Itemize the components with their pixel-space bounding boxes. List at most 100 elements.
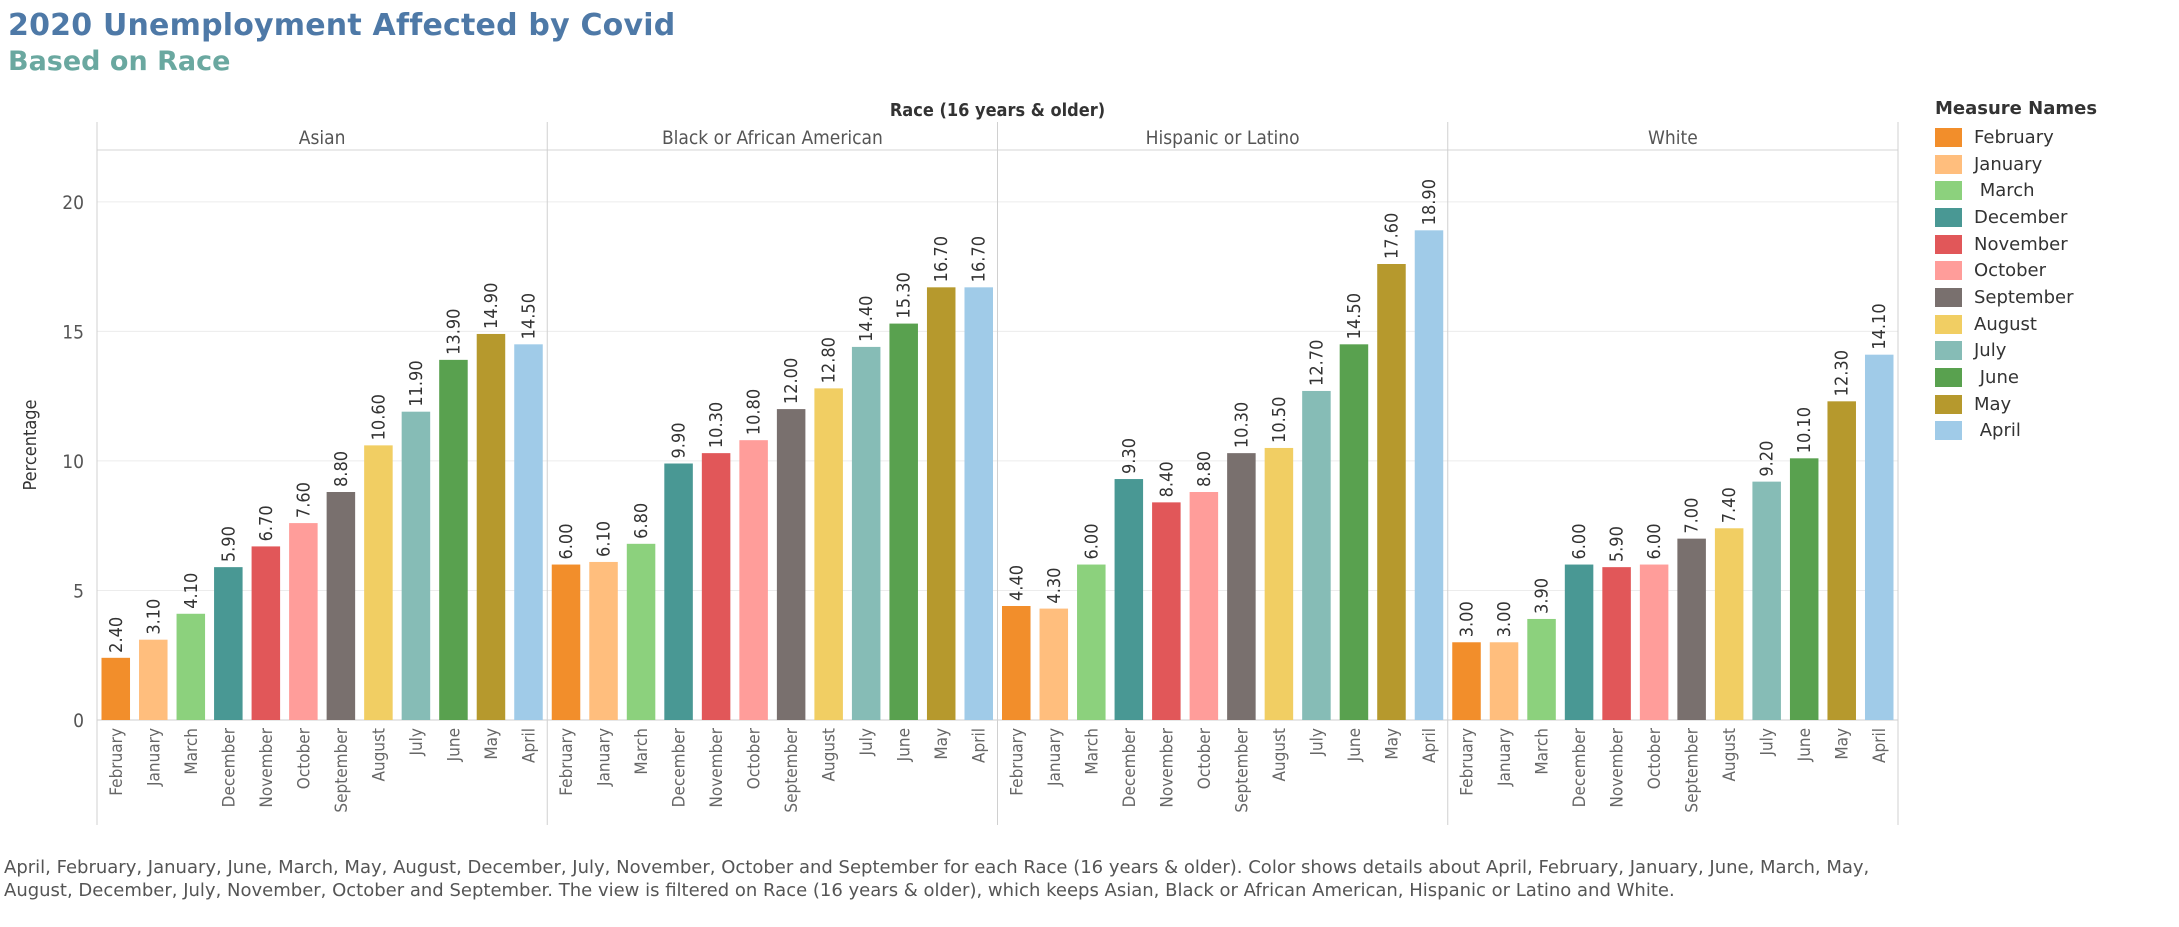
data-label: 4.30 — [1044, 568, 1065, 604]
x-tick-label: October — [745, 727, 765, 789]
bar-chart: Race (16 years & older) 0 5 10 15 20 Percentag… — [20, 100, 1899, 825]
bar-june — [889, 323, 918, 720]
data-label: 5.90 — [1607, 526, 1628, 562]
data-label: 12.00 — [781, 358, 802, 404]
bar-october — [1639, 564, 1669, 720]
bar-may — [476, 333, 506, 720]
bar-march — [626, 543, 656, 720]
x-tick-label: March — [182, 728, 202, 775]
x-tick-label: December — [1570, 727, 1590, 807]
y-tick-label: 20 — [62, 192, 84, 214]
bar-august — [814, 388, 843, 720]
bar-may — [1827, 401, 1856, 720]
legend-swatch — [1935, 314, 1962, 334]
x-tick-label: April — [970, 728, 990, 763]
bar-june — [1339, 344, 1369, 720]
legend-item: April — [1935, 418, 2097, 445]
bar-august — [364, 445, 393, 720]
legend-label: July — [1974, 340, 2007, 362]
legend-swatch — [1935, 421, 1962, 441]
x-tick-label: October — [1645, 727, 1665, 789]
legend-item: January — [1935, 151, 2097, 178]
x-tick-label: September — [1232, 727, 1252, 812]
data-label: 10.50 — [1269, 397, 1290, 443]
data-label: 17.60 — [1381, 213, 1402, 259]
x-tick-label: January — [144, 728, 164, 787]
x-tick-label: March — [1533, 728, 1553, 775]
chart-title: 2020 Unemployment Affected by Covid — [8, 8, 676, 43]
bar-september — [326, 492, 356, 720]
data-label: 6.00 — [556, 523, 577, 559]
x-tick-label: August — [369, 728, 389, 782]
caption-text: April, February, January, June, March, M… — [4, 857, 1870, 901]
data-label: 3.00 — [1457, 601, 1478, 637]
bar-june — [1789, 458, 1819, 720]
legend-label: June — [1974, 367, 2019, 389]
legend-label: March — [1974, 180, 2035, 202]
legend-label: December — [1974, 206, 2068, 228]
x-tick-label: July — [1307, 728, 1327, 757]
x-tick-label: February — [1458, 728, 1478, 796]
x-tick-label: July — [857, 728, 877, 757]
legend-item: July — [1935, 338, 2097, 365]
panel-header: Hispanic or Latino — [1146, 127, 1300, 149]
x-tick-label: September — [782, 727, 802, 812]
bar-december — [664, 463, 693, 720]
y-tick-label: 15 — [62, 321, 84, 343]
legend-title: Measure Names — [1935, 98, 2098, 119]
bar-october — [1189, 492, 1219, 720]
legend-swatch — [1935, 207, 1962, 227]
data-label: 11.90 — [406, 360, 427, 406]
legend-item: March — [1935, 177, 2097, 204]
legend-item: October — [1935, 257, 2097, 284]
x-tick-label: March — [1082, 728, 1102, 775]
x-tick-label: August — [1720, 728, 1740, 782]
x-tick-label: January — [595, 728, 615, 787]
bar-july — [1302, 390, 1331, 720]
x-tick-label: November — [1608, 727, 1628, 807]
data-label: 7.00 — [1682, 498, 1703, 534]
bar-february — [1002, 606, 1031, 720]
bar-november — [1152, 502, 1181, 720]
y-tick-label: 5 — [73, 580, 84, 602]
bar-september — [1677, 538, 1706, 720]
legend-label: October — [1974, 260, 2047, 282]
data-label: 14.40 — [856, 296, 877, 342]
bar-november — [251, 546, 281, 720]
bar-january — [1039, 608, 1069, 720]
x-tick-label: October — [1195, 727, 1215, 789]
bar-april — [514, 344, 543, 720]
x-tick-label: August — [820, 728, 840, 782]
legend-label: August — [1974, 313, 2037, 335]
data-label: 8.40 — [1156, 461, 1177, 497]
legend-swatch — [1935, 154, 1962, 174]
data-label: 12.80 — [819, 337, 840, 383]
data-label: 15.30 — [894, 272, 915, 318]
data-label: 3.90 — [1532, 578, 1553, 614]
bar-august — [1714, 528, 1744, 720]
x-tick-label: September — [332, 727, 352, 812]
data-label: 9.90 — [669, 422, 690, 458]
x-tick-label: March — [632, 728, 652, 775]
data-label: 6.10 — [594, 521, 615, 557]
bar-october — [739, 440, 768, 720]
bar-february — [551, 564, 581, 720]
x-tick-label: May — [932, 728, 952, 760]
bar-march — [1077, 564, 1106, 720]
data-label: 4.10 — [181, 573, 202, 609]
legend-item: February — [1935, 124, 2097, 151]
data-label: 8.80 — [1194, 451, 1215, 487]
x-tick-label: December — [219, 727, 239, 807]
legend-swatch — [1935, 234, 1962, 254]
x-tick-label: November — [257, 727, 277, 807]
bar-october — [289, 523, 318, 720]
legend-item: December — [1935, 204, 2097, 231]
bar-may — [926, 287, 956, 720]
x-tick-label: December — [670, 727, 690, 807]
legend-item: August — [1935, 311, 2097, 338]
panel-header: Asian — [299, 127, 346, 149]
legend-label: April — [1974, 420, 2021, 442]
x-tick-label: November — [707, 727, 727, 807]
data-label: 16.70 — [931, 236, 952, 282]
data-label: 2.40 — [106, 617, 127, 653]
